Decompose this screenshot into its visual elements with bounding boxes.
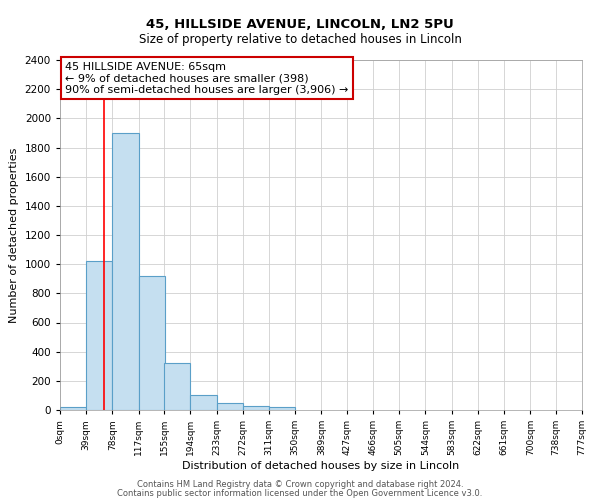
Text: Contains HM Land Registry data © Crown copyright and database right 2024.: Contains HM Land Registry data © Crown c… xyxy=(137,480,463,489)
Bar xyxy=(243,406,269,410)
Bar xyxy=(139,276,165,410)
X-axis label: Distribution of detached houses by size in Lincoln: Distribution of detached houses by size … xyxy=(182,461,460,471)
Bar xyxy=(190,394,217,410)
Text: 45 HILLSIDE AVENUE: 65sqm
← 9% of detached houses are smaller (398)
90% of semi-: 45 HILLSIDE AVENUE: 65sqm ← 9% of detach… xyxy=(65,62,349,95)
Bar xyxy=(60,407,86,410)
Bar xyxy=(269,407,295,410)
Bar xyxy=(217,402,243,410)
Text: 45, HILLSIDE AVENUE, LINCOLN, LN2 5PU: 45, HILLSIDE AVENUE, LINCOLN, LN2 5PU xyxy=(146,18,454,30)
Bar xyxy=(112,133,139,410)
Bar xyxy=(164,364,190,410)
Text: Size of property relative to detached houses in Lincoln: Size of property relative to detached ho… xyxy=(139,32,461,46)
Bar xyxy=(86,261,112,410)
Text: Contains public sector information licensed under the Open Government Licence v3: Contains public sector information licen… xyxy=(118,488,482,498)
Y-axis label: Number of detached properties: Number of detached properties xyxy=(9,148,19,322)
